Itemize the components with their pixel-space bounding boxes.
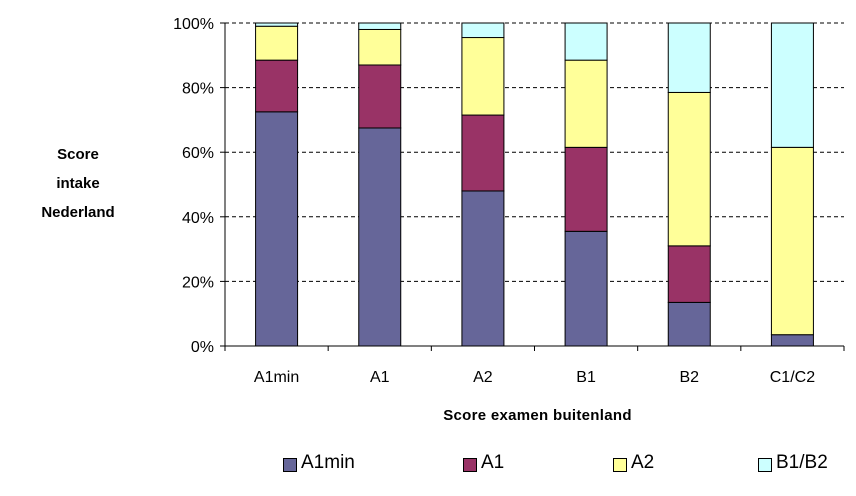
legend-item: A1	[463, 452, 504, 474]
bar-segment-a1	[461, 114, 505, 192]
x-tick-label: A1	[370, 369, 390, 386]
bar-segment-a2	[358, 28, 402, 66]
y-axis-label-line: Score	[57, 146, 99, 163]
bar-stacks	[255, 22, 814, 347]
legend-item: A2	[613, 452, 654, 474]
y-tick-label: 0%	[191, 339, 214, 356]
legend-swatch	[283, 457, 297, 472]
y-tick-label: 20%	[182, 274, 214, 291]
bar-segment-b1-b2	[770, 22, 814, 148]
legend-swatch	[758, 457, 772, 472]
legend-label: A2	[631, 452, 655, 473]
bar-segment-a1min	[667, 301, 711, 347]
y-tick-label: 40%	[182, 210, 214, 227]
bar-segment-a1min	[358, 127, 402, 347]
x-axis-label: Score examen buitenland	[443, 407, 632, 424]
axes	[220, 22, 845, 351]
legend-item: A1min	[283, 452, 355, 474]
x-tick-label: A1min	[254, 369, 299, 386]
bar-segment-a1min	[255, 111, 299, 347]
y-tick-label: 60%	[182, 145, 214, 162]
bar-segment-b1-b2	[358, 22, 402, 30]
gridlines	[225, 22, 844, 282]
bar-segment-a1	[667, 245, 711, 303]
bar-segment-a1	[564, 146, 608, 232]
y-axis-label-line: Nederland	[41, 204, 115, 221]
y-tick-label: 100%	[173, 16, 214, 33]
legend-label: B1/B2	[776, 452, 828, 473]
bar-segment-a1min	[564, 230, 608, 347]
bar-segment-a1min	[770, 334, 814, 347]
y-axis-label-line: intake	[56, 175, 100, 192]
x-tick-label: B1	[576, 369, 596, 386]
bar-segment-b1-b2	[564, 22, 608, 61]
y-axis-label: Score intake Nederland	[18, 140, 138, 227]
bar-segment-a1min	[461, 190, 505, 347]
legend-item: B1/B2	[758, 452, 828, 474]
bar-segment-a2	[770, 146, 814, 336]
legend-swatch	[613, 457, 627, 472]
x-tick-label: B2	[679, 369, 699, 386]
bar-segment-a1	[255, 59, 299, 113]
y-tick-labels: 0% 20% 40% 60% 80% 100%	[173, 16, 214, 356]
bar-segment-b1-b2	[255, 22, 299, 27]
bar-segment-b1-b2	[667, 22, 711, 93]
bar-segment-a2	[667, 91, 711, 247]
legend-label: A1	[481, 452, 505, 473]
x-tick-labels: A1min A1 A2 B1 B2 C1/C2	[254, 369, 815, 386]
x-tick-label: C1/C2	[770, 369, 815, 386]
stacked-bar-chart: 0% 20% 40% 60% 80% 100% A1min A1 A2 B1 B2 C1/C2	[173, 16, 845, 386]
bar-segment-a2	[461, 37, 505, 116]
legend-swatch	[463, 457, 477, 472]
legend-label: A1min	[301, 452, 355, 473]
bar-segment-a2	[564, 59, 608, 148]
y-tick-label: 80%	[182, 81, 214, 98]
legend: A1min A1 A2 B1/B2	[0, 452, 856, 482]
x-tick-label: A2	[473, 369, 493, 386]
bar-segment-b1-b2	[461, 22, 505, 39]
bar-segment-a1	[358, 64, 402, 129]
bar-segment-a2	[255, 25, 299, 61]
